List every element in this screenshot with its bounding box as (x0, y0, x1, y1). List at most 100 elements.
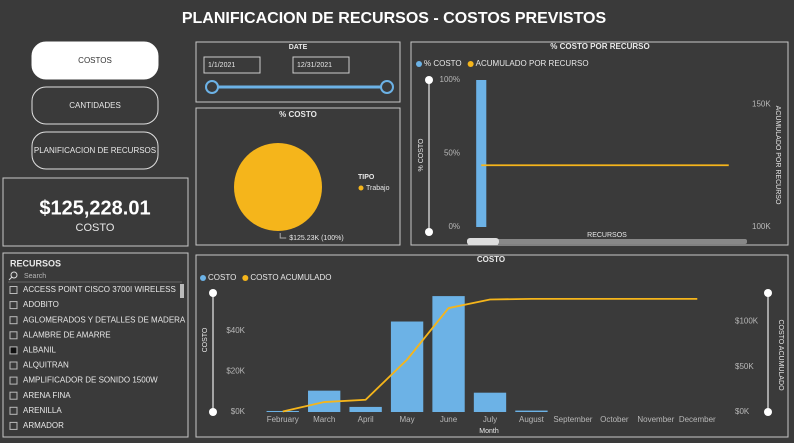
bar (432, 296, 465, 412)
list-item[interactable]: AGLOMERADOS Y DETALLES DE MADERA (23, 315, 186, 324)
legend-label: COSTO (208, 273, 236, 282)
list-item[interactable]: ACCESS POINT CISCO 3700I WIRELESS (23, 285, 176, 294)
list-item[interactable]: ARENA FINA (23, 391, 71, 400)
x-tick-label: February (267, 415, 299, 424)
bar (476, 80, 487, 227)
slider-handle[interactable] (764, 408, 772, 416)
checkbox[interactable] (9, 421, 18, 430)
slider-handle[interactable] (425, 76, 433, 84)
list-item[interactable]: ALBANIL (23, 346, 56, 355)
chart-title: COSTO (477, 255, 505, 264)
date-input[interactable] (292, 56, 350, 74)
search-icon (10, 271, 18, 279)
legend-label: COSTO ACUMULADO (250, 273, 331, 282)
pie-slice (234, 143, 322, 231)
y2-tick-label: 150K (752, 100, 771, 109)
scrollbar-thumb[interactable] (467, 238, 499, 245)
list-item[interactable]: ALQUITRAN (23, 361, 69, 370)
x-tick-label: July (483, 415, 497, 424)
checkbox[interactable] (9, 316, 18, 325)
y2-tick-label: $100K (735, 317, 759, 326)
checkbox[interactable] (9, 346, 18, 355)
checkbox[interactable] (9, 376, 18, 385)
x-axis-title: Month (479, 428, 499, 435)
y-tick-label: $20K (226, 366, 245, 375)
y-tick-label: 0% (448, 222, 460, 231)
line-series (282, 297, 698, 413)
legend-label: Trabajo (366, 185, 390, 192)
checkbox[interactable] (9, 301, 18, 310)
nav-button[interactable] (31, 86, 159, 125)
list-item[interactable]: ARENILLA (23, 406, 62, 415)
x-tick-label: June (440, 415, 458, 424)
leader-line (279, 233, 287, 239)
bar (473, 392, 507, 412)
y2-axis-title: ACUMULADO POR RECURSO (774, 106, 781, 205)
search-box[interactable]: Search (24, 273, 46, 280)
slicer-title: DATE (289, 44, 308, 51)
x-tick-label: October (600, 415, 629, 424)
scrollbar[interactable] (467, 239, 747, 244)
nav-label[interactable]: COSTOS (78, 56, 112, 65)
legend-marker (200, 275, 206, 281)
chart-panel (410, 41, 789, 246)
page-title: PLANIFICACION DE RECURSOS - COSTOS PREVI… (182, 10, 607, 27)
y-axis-title: % COSTO (418, 138, 425, 171)
bar (390, 321, 424, 412)
x-tick-label: August (519, 415, 545, 424)
y-tick-label: 50% (444, 149, 460, 158)
y-tick-label: $0K (231, 407, 246, 416)
nav-button[interactable] (31, 131, 159, 170)
x-axis-title: RECURSOS (587, 232, 627, 239)
y2-axis-title: COSTO ACUMULADO (777, 319, 784, 391)
y-tick-label: $40K (226, 326, 245, 335)
slider-handle[interactable] (209, 289, 217, 297)
date-start[interactable]: 1/1/2021 (208, 62, 235, 69)
y2-tick-label: 100K (752, 222, 771, 231)
legend-marker (467, 61, 474, 67)
checkbox[interactable] (9, 361, 18, 370)
kpi-label: COSTO (76, 222, 115, 234)
list-item[interactable]: ADOBITO (23, 300, 59, 309)
data-label: $125.23K (100%) (289, 235, 343, 242)
x-tick-label: April (358, 415, 374, 424)
x-tick-label: September (553, 415, 592, 424)
x-tick-label: November (637, 415, 674, 424)
slicer-title: RECURSOS (10, 258, 61, 268)
legend-marker (358, 185, 364, 191)
legend-label: ACUMULADO POR RECURSO (476, 59, 589, 68)
kpi-value: $125,228.01 (39, 197, 150, 219)
y2-tick-label: $50K (735, 362, 754, 371)
slider-handle[interactable] (425, 228, 433, 236)
list-item[interactable]: ARMADOR (23, 421, 64, 430)
checkbox[interactable] (9, 331, 18, 340)
legend-marker (416, 61, 422, 67)
scrollbar[interactable] (180, 284, 184, 298)
nav-button[interactable] (31, 41, 159, 80)
checkbox[interactable] (9, 286, 18, 294)
range-handle[interactable] (380, 80, 394, 94)
nav-label[interactable]: CANTIDADES (69, 101, 121, 110)
resource-slicer (2, 252, 189, 438)
list-item[interactable]: AMPLIFICADOR DE SONIDO 1500W (23, 376, 158, 385)
kpi-card (2, 177, 189, 247)
x-tick-label: December (679, 415, 716, 424)
y2-tick-label: $0K (735, 407, 750, 416)
bar (349, 406, 382, 412)
checkbox[interactable] (9, 406, 18, 415)
list-item[interactable]: ALAMBRE DE AMARRE (23, 330, 111, 339)
slider-handle[interactable] (764, 289, 772, 297)
y-axis-title: COSTO (202, 327, 209, 352)
date-end[interactable]: 12/31/2021 (297, 62, 332, 69)
slider-handle[interactable] (209, 408, 217, 416)
nav-label[interactable]: PLANIFICACION DE RECURSOS (34, 146, 156, 155)
range-handle[interactable] (205, 80, 219, 94)
chart-title: % COSTO (279, 110, 317, 119)
x-tick-label: March (313, 415, 335, 424)
search-icon (8, 276, 13, 281)
bar (515, 410, 548, 412)
date-input[interactable] (203, 56, 261, 74)
checkbox[interactable] (9, 391, 18, 400)
x-tick-label: May (400, 415, 415, 424)
